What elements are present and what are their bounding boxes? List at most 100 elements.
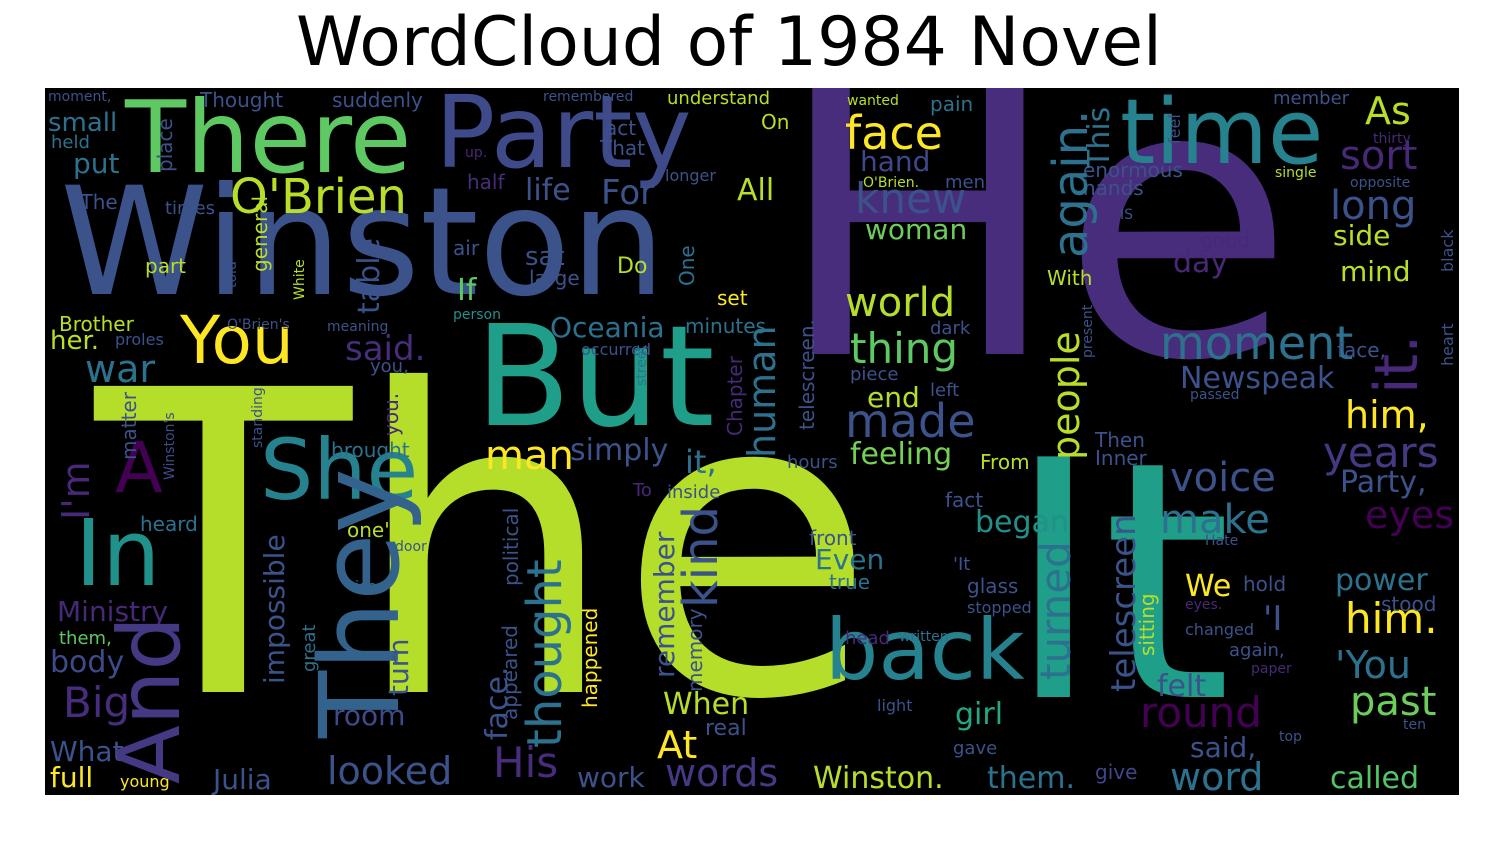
cloud-word: voice [1170, 455, 1276, 501]
cloud-word: 'It [953, 554, 971, 575]
cloud-word: war [85, 347, 155, 391]
cloud-word: word [1170, 755, 1264, 795]
cloud-word: Newspeak [1180, 361, 1335, 396]
cloud-word: O'Brien's [227, 317, 290, 333]
cloud-word: world [845, 280, 956, 326]
cloud-word: It [1005, 391, 1232, 775]
cloud-word: Do [617, 254, 648, 279]
cloud-word: Oceania [550, 311, 665, 344]
cloud-word: With [1047, 266, 1093, 290]
cloud-word: person [453, 307, 501, 323]
cloud-word: meaning [327, 319, 389, 335]
cloud-word: place [153, 118, 177, 172]
cloud-word: heart [1438, 323, 1457, 366]
cloud-word: thought [517, 559, 573, 748]
cloud-word: From [980, 450, 1030, 474]
cloud-word: hold [1243, 572, 1287, 596]
cloud-word: Ministry [57, 595, 169, 628]
cloud-word: impossible [258, 534, 291, 684]
cloud-word: men [945, 172, 986, 193]
cloud-word: back [825, 601, 1025, 699]
cloud-word: proles [115, 330, 164, 349]
cloud-word: long [1330, 183, 1417, 229]
cloud-word: That [600, 136, 645, 160]
cloud-word: Hate [1205, 533, 1239, 549]
cloud-word: full [50, 761, 94, 794]
cloud-word: them. [987, 761, 1075, 795]
cloud-word: dark [930, 318, 971, 339]
cloud-word: But [475, 296, 715, 459]
cloud-word: glass [967, 574, 1019, 598]
cloud-word: thing [850, 324, 959, 373]
cloud-word: There [125, 88, 412, 196]
cloud-word: side [1333, 219, 1391, 252]
cloud-word: black [1438, 229, 1457, 272]
cloud-word: past [1350, 679, 1437, 725]
cloud-word: Even [815, 543, 885, 576]
cloud-word: eyes. [1185, 597, 1223, 613]
cloud-word: power [1335, 563, 1428, 598]
cloud-word: part [145, 254, 187, 278]
cloud-word: Big [63, 678, 131, 727]
cloud-word: standing [250, 387, 266, 448]
cloud-word: idea [355, 579, 385, 595]
cloud-word: understand [667, 88, 771, 109]
cloud-word: half [467, 170, 505, 194]
cloud-word: 'The [75, 190, 118, 214]
cloud-word: girl [955, 697, 1004, 732]
cloud-word: Winston's [162, 412, 178, 480]
cloud-word: knew [855, 174, 967, 223]
cloud-word: IS [1120, 207, 1134, 223]
cloud-word: head [845, 628, 890, 649]
cloud-word: For [601, 173, 655, 213]
cloud-word: room [333, 699, 406, 732]
cloud-word: times [165, 198, 216, 219]
cloud-word: fact [945, 488, 984, 512]
cloud-word: memory [683, 608, 707, 692]
cloud-word: As [1365, 89, 1411, 133]
cloud-word: put [73, 147, 120, 180]
cloud-word: body [50, 645, 125, 680]
cloud-word: words [665, 751, 779, 795]
cloud-word: make [1160, 497, 1270, 543]
cloud-word: young [120, 772, 170, 791]
cloud-word: brought [331, 438, 410, 462]
cloud-word: good [1200, 228, 1250, 252]
cloud-word: gave [953, 738, 998, 759]
cloud-word: heard [140, 512, 198, 536]
cloud-word: Party, [1340, 465, 1427, 500]
cloud-word: eyes [1365, 493, 1455, 537]
cloud-word: him. [1345, 594, 1438, 643]
cloud-word: moment, [48, 89, 112, 105]
cloud-word: 'I [1263, 599, 1283, 639]
word-cloud: The He It Winston But Party There time b… [45, 88, 1459, 795]
cloud-word: sat [525, 242, 565, 272]
cloud-word: passed [1190, 387, 1240, 403]
cloud-word: it, [685, 443, 717, 481]
cloud-word: feeling [850, 437, 953, 472]
cloud-word: changed [1185, 620, 1255, 639]
cloud-word: stopped [967, 598, 1032, 617]
cloud-word: political [499, 507, 523, 586]
cloud-word: What [50, 735, 124, 768]
cloud-word: began [975, 505, 1069, 540]
cloud-word: O'Brien [230, 169, 407, 225]
cloud-word: give [1095, 760, 1138, 784]
cloud-word: large [529, 266, 580, 290]
cloud-word: you, [370, 356, 409, 377]
cloud-word: face, [1337, 338, 1386, 362]
cloud-word: turned [1031, 541, 1080, 680]
cloud-word: wanted [847, 93, 899, 109]
cloud-word: Julia [213, 763, 272, 795]
cloud-word: man [485, 433, 574, 479]
cloud-word: He [775, 88, 1295, 444]
cloud-word: mind [1340, 255, 1411, 288]
cloud-word: real [705, 716, 747, 741]
cloud-word: face. [480, 666, 515, 740]
cloud-word: One [675, 245, 699, 286]
cloud-word: general [248, 195, 272, 272]
cloud-word: street [634, 345, 650, 386]
cloud-word: thirty [1373, 131, 1411, 147]
cloud-word: And [100, 616, 200, 784]
cloud-word: A [115, 427, 163, 509]
